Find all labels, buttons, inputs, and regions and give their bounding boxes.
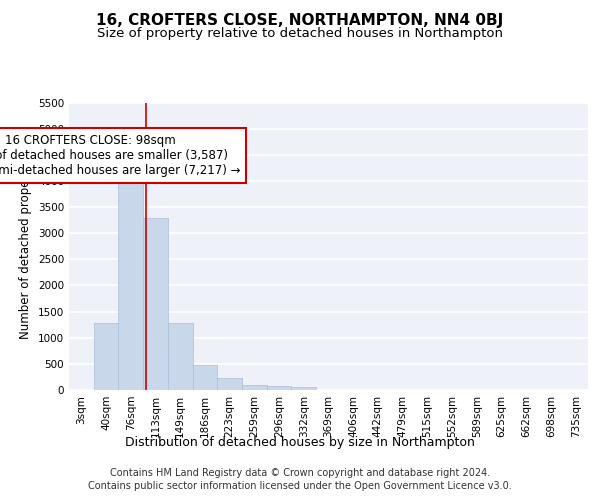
Bar (242, 385, 267, 390)
Bar (267, 386, 292, 390)
Bar (292, 388, 316, 390)
Bar (143, 218, 168, 390)
Bar (118, 162, 143, 390)
Text: 16 CROFTERS CLOSE: 98sqm
← 33% of detached houses are smaller (3,587)
66% of sem: 16 CROFTERS CLOSE: 98sqm ← 33% of detach… (0, 134, 240, 177)
Text: Contains public sector information licensed under the Open Government Licence v3: Contains public sector information licen… (88, 481, 512, 491)
Bar (94, 324, 118, 390)
Bar (193, 365, 217, 390)
Text: 16, CROFTERS CLOSE, NORTHAMPTON, NN4 0BJ: 16, CROFTERS CLOSE, NORTHAMPTON, NN4 0BJ (97, 12, 503, 28)
Y-axis label: Number of detached properties: Number of detached properties (19, 153, 32, 340)
Bar (217, 378, 242, 390)
Text: Distribution of detached houses by size in Northampton: Distribution of detached houses by size … (125, 436, 475, 449)
Text: Contains HM Land Registry data © Crown copyright and database right 2024.: Contains HM Land Registry data © Crown c… (110, 468, 490, 477)
Bar (168, 324, 193, 390)
Text: Size of property relative to detached houses in Northampton: Size of property relative to detached ho… (97, 28, 503, 40)
